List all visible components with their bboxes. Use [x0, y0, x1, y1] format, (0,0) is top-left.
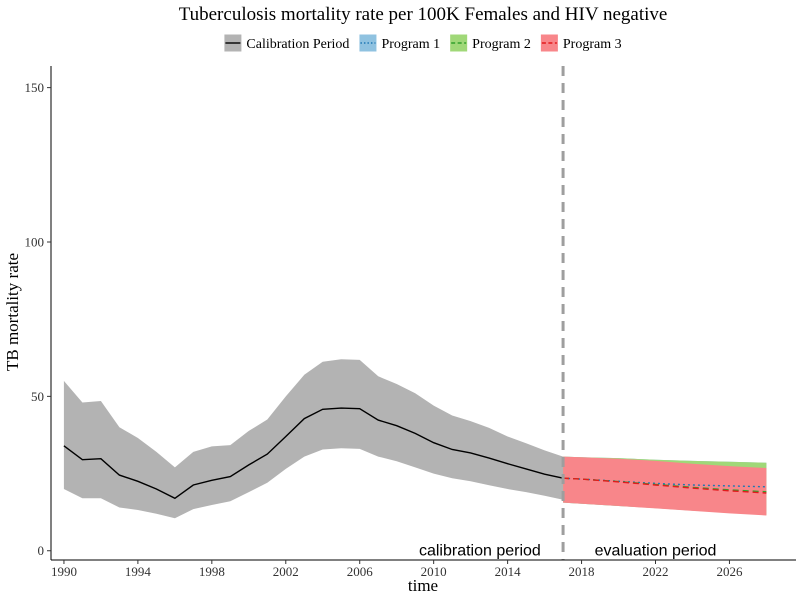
legend-item-program-2: Program 2	[450, 34, 531, 52]
legend-item-calibration-period: Calibration Period	[224, 34, 349, 52]
chart-title: Tuberculosis mortality rate per 100K Fem…	[179, 4, 668, 25]
band-calibration-period	[63, 359, 564, 519]
x-tick-label: 2010	[421, 564, 447, 579]
line-program-3	[563, 477, 767, 494]
legend-label: Program 3	[563, 37, 622, 52]
legend-item-program-3: Program 3	[540, 34, 622, 52]
annotation-calibration-period: calibration period	[419, 543, 541, 560]
x-tick-label: 2006	[347, 564, 374, 579]
line-program-1	[563, 477, 767, 488]
y-tick-label: 150	[25, 80, 45, 95]
y-tick-label: 0	[38, 543, 45, 558]
x-tick-label: 2014	[495, 564, 522, 579]
y-axis-ticks: 0 50 100 150	[25, 80, 51, 558]
legend-label: Program 1	[381, 37, 440, 52]
y-axis-title: TB mortality rate	[3, 253, 22, 371]
x-axis-ticks: 1990 1994 1998 2002 2006 2010 2014 2018 2022 2026	[51, 560, 743, 579]
legend-label: Program 2	[472, 37, 531, 52]
x-tick-label: 2018	[569, 564, 595, 579]
x-tick-label: 2026	[716, 564, 743, 579]
x-tick-label: 1990	[51, 564, 77, 579]
x-tick-label: 2022	[643, 564, 669, 579]
annotation-evaluation-period: evaluation period	[595, 543, 717, 560]
legend: Calibration Period Program 1 Program 2 Prog…	[224, 34, 622, 52]
x-tick-label: 1994	[125, 564, 152, 579]
y-tick-label: 100	[25, 234, 45, 249]
line-calibration-period	[63, 407, 564, 500]
x-axis-title: time	[408, 576, 438, 595]
x-tick-label: 2002	[273, 564, 299, 579]
y-tick-label: 50	[31, 389, 44, 404]
legend-label: Calibration Period	[246, 37, 349, 52]
x-tick-label: 1998	[199, 564, 225, 579]
confidence-bands	[63, 359, 767, 519]
period-annotations: calibration period evaluation period	[419, 543, 716, 560]
series-lines	[63, 407, 767, 500]
legend-item-program-1: Program 1	[359, 34, 440, 52]
